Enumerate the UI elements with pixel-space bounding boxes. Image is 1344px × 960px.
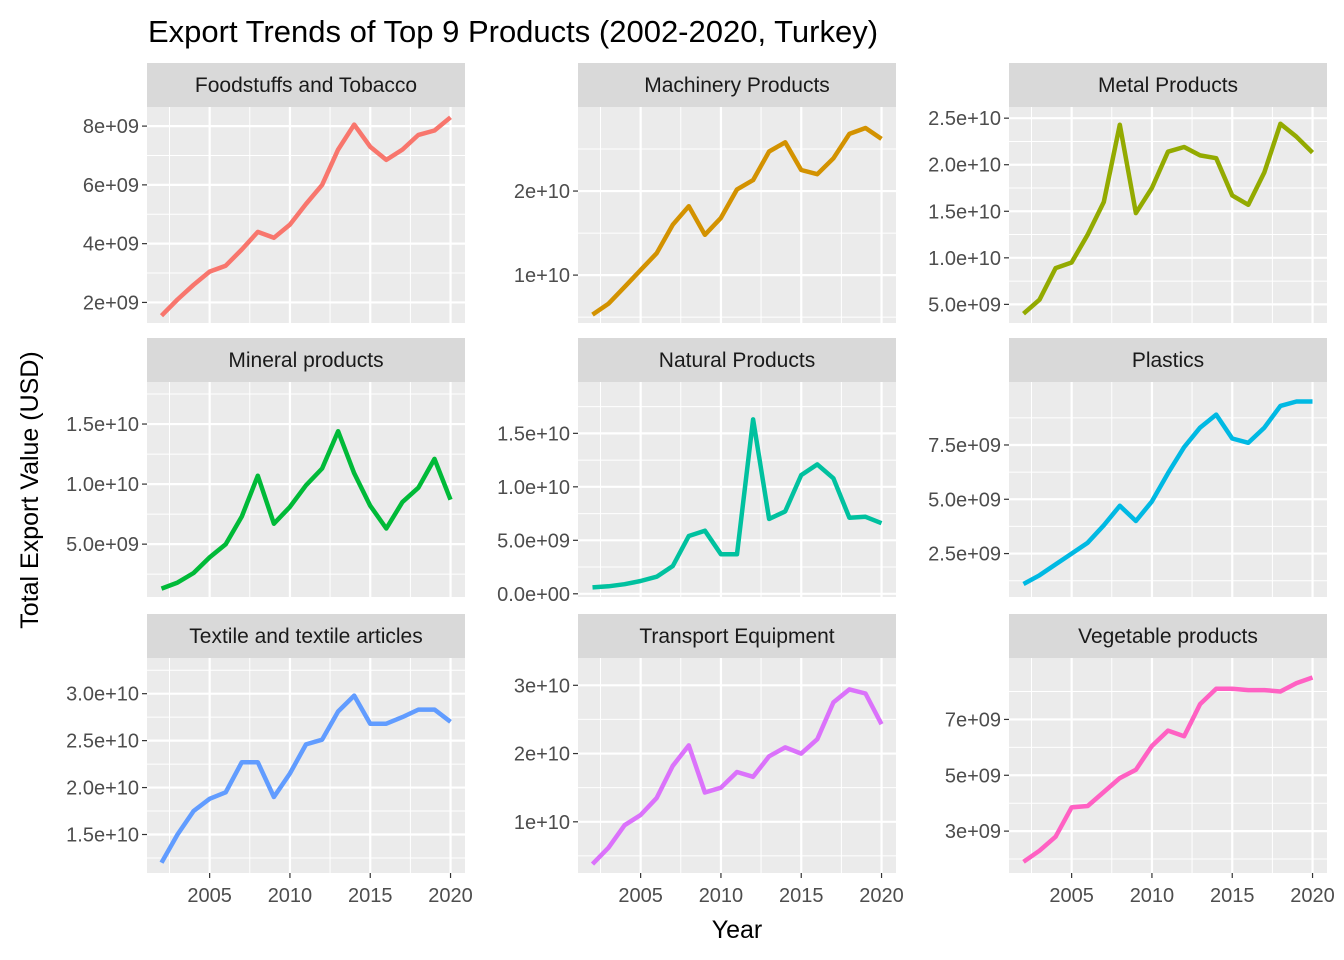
y-tick-label: 2.5e+10 — [66, 731, 139, 753]
y-tick-label: 6e+09 — [83, 175, 139, 197]
x-tick-label: 2010 — [699, 885, 744, 907]
y-tick-label: 3e+10 — [514, 675, 570, 697]
plot-background — [147, 382, 465, 597]
facet-transport-equipment: Transport Equipment 1e+10 2e+10 3e+10 2005 20… — [514, 614, 904, 907]
facet-strip-label: Natural Products — [659, 349, 815, 372]
facet-natural-products: Natural Products 0.0e+00 5.0e+09 1.0e+10 1.5… — [497, 338, 896, 606]
y-tick-label: 2.0e+10 — [66, 778, 139, 800]
y-tick-label: 5e+09 — [945, 765, 1001, 787]
y-axis-title: Total Export Value (USD) — [16, 351, 44, 628]
y-tick-label: 3e+09 — [945, 821, 1001, 843]
x-tick-label: 2005 — [1049, 885, 1094, 907]
y-tick-label: 5.0e+09 — [497, 530, 570, 552]
plot-background — [1009, 658, 1327, 873]
x-tick-label: 2010 — [268, 885, 313, 907]
y-tick-label: 4e+09 — [83, 234, 139, 256]
x-tick-label: 2020 — [428, 885, 473, 907]
y-tick-label: 5.0e+09 — [928, 294, 1001, 316]
x-tick-label: 2020 — [859, 885, 904, 907]
y-tick-label: 2e+10 — [514, 181, 570, 203]
facet-strip-label: Transport Equipment — [639, 625, 834, 648]
facet-strip — [147, 338, 465, 382]
y-tick-label: 1.5e+10 — [928, 201, 1001, 223]
facet-strip — [578, 338, 896, 382]
series-line-transport-equipment — [590, 687, 884, 866]
y-tick-label: 2e+10 — [514, 744, 570, 766]
y-tick-label: 1.0e+10 — [497, 477, 570, 499]
plot-background — [147, 658, 465, 873]
facet-panels: Foodstuffs and Tobacco 2e+09 4e+09 6e+09 8e+… — [66, 63, 1335, 907]
y-tick-label: 5.0e+09 — [928, 489, 1001, 511]
y-tick-label: 1.0e+10 — [928, 248, 1001, 270]
facet-strip — [1009, 338, 1327, 382]
x-tick-label: 2005 — [618, 885, 663, 907]
x-tick-label: 2005 — [187, 885, 232, 907]
x-tick-label: 2020 — [1290, 885, 1335, 907]
facet-strip — [147, 614, 465, 658]
y-tick-label: 0.0e+00 — [497, 584, 570, 606]
series-line-mineral-products — [160, 428, 453, 591]
series-line-vegetable-products — [1022, 675, 1314, 864]
y-tick-label: 1.0e+10 — [66, 474, 139, 496]
y-tick-label: 2.5e+09 — [928, 544, 1001, 566]
facet-strip-label: Foodstuffs and Tobacco — [195, 74, 417, 97]
y-tick-label: 1.5e+10 — [497, 423, 570, 445]
x-tick-label: 2010 — [1130, 885, 1175, 907]
y-tick-label: 1.5e+10 — [66, 825, 139, 847]
chart-title: Export Trends of Top 9 Products (2002-20… — [148, 14, 878, 49]
facet-mineral-products: Mineral products 5.0e+09 1.0e+10 1.5e+10 — [66, 338, 465, 597]
plot-background — [578, 382, 896, 597]
y-tick-label: 2.0e+10 — [928, 155, 1001, 177]
facet-metal-products: Metal Products 5.0e+09 1.0e+10 1.5e+10 2.0e+… — [928, 63, 1327, 323]
x-tick-label: 2015 — [1210, 885, 1255, 907]
facet-strip — [1009, 63, 1327, 107]
y-tick-label: 1e+10 — [514, 265, 570, 287]
facet-strip-label: Metal Products — [1098, 74, 1238, 97]
y-tick-label: 8e+09 — [83, 116, 139, 138]
y-tick-label: 1e+10 — [514, 812, 570, 834]
facet-strip — [147, 63, 465, 107]
series-line-machinery-products — [591, 125, 883, 317]
facet-strip-label: Vegetable products — [1078, 625, 1258, 648]
facet-strip-label: Mineral products — [228, 349, 383, 372]
y-tick-label: 7.5e+09 — [928, 435, 1001, 457]
x-tick-label: 2015 — [348, 885, 393, 907]
facet-strip — [1009, 614, 1327, 658]
y-tick-label: 1.5e+10 — [66, 414, 139, 436]
series-line-metal-products — [1022, 121, 1315, 316]
series-line-textile-and-textile-articles — [159, 693, 452, 864]
facet-foodstuffs-and-tobacco: Foodstuffs and Tobacco 2e+09 4e+09 6e+09 8e+… — [83, 63, 465, 323]
facet-strip — [578, 614, 896, 658]
plot-background — [147, 107, 465, 323]
facet-strip-label: Plastics — [1132, 349, 1204, 372]
facet-strip — [578, 63, 896, 107]
y-tick-label: 2e+09 — [83, 292, 139, 314]
facet-strip-label: Machinery Products — [644, 74, 830, 97]
facet-plastics: Plastics 2.5e+09 5.0e+09 7.5e+09 — [928, 338, 1327, 597]
x-tick-label: 2015 — [779, 885, 824, 907]
series-line-natural-products — [592, 417, 883, 590]
y-tick-label: 7e+09 — [945, 709, 1001, 731]
facet-strip-label: Textile and textile articles — [189, 625, 422, 648]
facet-vegetable-products: Vegetable products 3e+09 5e+09 7e+09 2005 201… — [945, 614, 1335, 907]
series-line-plastics — [1022, 399, 1313, 586]
facet-machinery-products: Machinery Products 1e+10 2e+10 — [514, 63, 896, 323]
y-tick-label: 2.5e+10 — [928, 108, 1001, 130]
y-tick-label: 5.0e+09 — [66, 534, 139, 556]
x-axis-title: Year — [712, 916, 763, 944]
series-line-foodstuffs-and-tobacco — [159, 115, 452, 318]
plot-background — [1009, 107, 1327, 323]
facet-textile-and-textile-articles: Textile and textile articles 1.5e+10 2.0e+… — [66, 614, 473, 907]
y-tick-label: 3.0e+10 — [66, 684, 139, 706]
